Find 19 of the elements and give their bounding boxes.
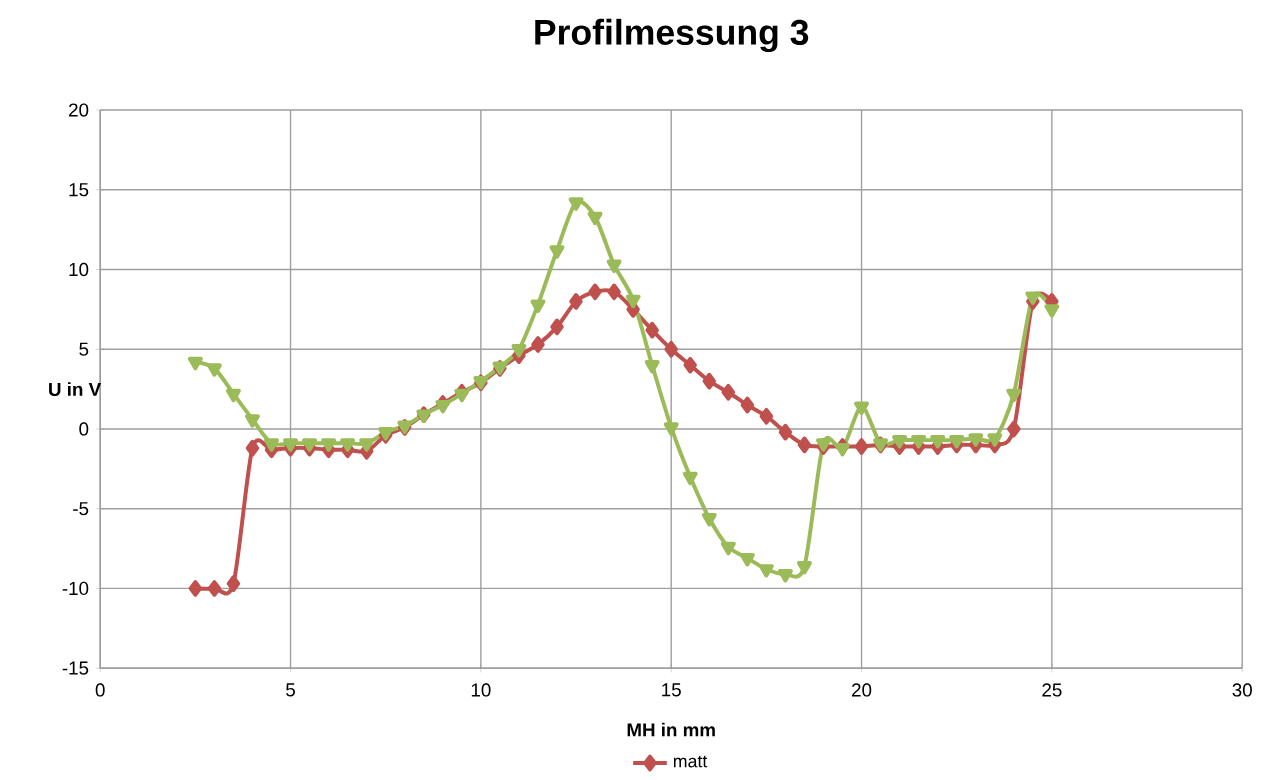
y-tick-label: 0 xyxy=(79,422,89,436)
y-tick-label: -15 xyxy=(62,661,89,675)
x-axis-title: MH in mm xyxy=(627,722,715,737)
x-tick-label: 10 xyxy=(471,683,491,697)
chart-title: Profilmessung 3 xyxy=(535,18,809,53)
x-tick-label: 30 xyxy=(1232,683,1252,697)
y-tick-label: 15 xyxy=(69,183,89,197)
x-tick-label: 5 xyxy=(286,683,295,697)
y-tick-label: 5 xyxy=(79,342,89,356)
x-tick-label: 25 xyxy=(1042,683,1062,697)
y-tick-label: 10 xyxy=(69,262,89,277)
y-tick-label: 20 xyxy=(69,103,89,117)
y-tick-label: -10 xyxy=(62,581,89,595)
legend-label: matt xyxy=(673,755,708,768)
x-tick-label: 15 xyxy=(662,683,681,697)
x-tick-label: 0 xyxy=(95,683,105,697)
x-tick-label: 20 xyxy=(852,683,872,697)
y-tick-label: -5 xyxy=(73,502,89,516)
y-axis-title: U in V xyxy=(49,382,102,396)
